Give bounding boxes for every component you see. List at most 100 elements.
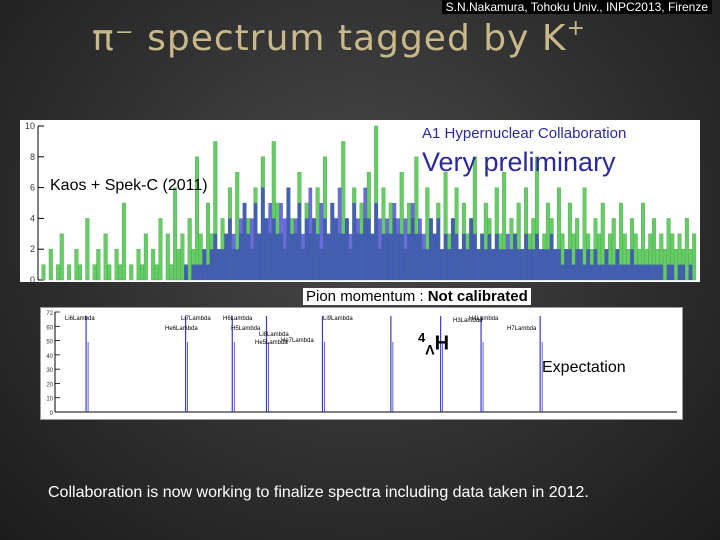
green-bar xyxy=(136,249,141,281)
h4-symbol: H xyxy=(434,332,450,355)
y-tick-label: 20 xyxy=(46,382,53,388)
blue-bar xyxy=(432,233,437,280)
y-tick-label: 2 xyxy=(30,244,35,254)
peak-label: Li6Lambda xyxy=(65,316,95,322)
blue-bar xyxy=(527,249,532,280)
measured-spectrum-chart: 10 8 6 4 2 0 xyxy=(20,120,700,285)
peak-label: Li8Lambda xyxy=(259,332,289,338)
blue-bar xyxy=(465,249,470,280)
blue-bar xyxy=(666,264,671,280)
blue-bar xyxy=(462,233,466,280)
blue-bar xyxy=(560,264,565,280)
collaboration-label: A1 Hypernuclear Collaboration xyxy=(422,125,627,142)
blue-bar xyxy=(440,249,444,280)
green-bar xyxy=(673,249,678,281)
blue-bar xyxy=(348,233,353,280)
blue-bar xyxy=(597,264,601,280)
blue-bar xyxy=(209,249,214,280)
h4-lambda: Λ xyxy=(425,341,435,358)
pion-prefix: Pion momentum : xyxy=(306,288,428,305)
green-bar xyxy=(118,264,123,281)
green-bar xyxy=(169,264,174,281)
blue-bar xyxy=(619,264,623,280)
blue-bar xyxy=(297,203,302,280)
peak-label: H5Lambda xyxy=(231,326,261,332)
y-tick-label: 30 xyxy=(46,368,53,374)
slide-title: π⁻ spectrum tagged by K+ xyxy=(92,16,586,59)
blue-bar xyxy=(494,233,499,280)
blue-bar xyxy=(611,264,616,280)
blue-bar xyxy=(564,249,569,280)
blue-bar xyxy=(312,218,316,280)
blue-bar xyxy=(228,218,232,280)
blue-bar xyxy=(330,203,335,280)
blue-bar xyxy=(425,249,430,280)
blue-bar xyxy=(524,233,528,280)
blue-bar xyxy=(356,218,360,280)
y-tick-label: 50 xyxy=(46,340,53,346)
blue-bar xyxy=(557,249,561,280)
blue-bar xyxy=(520,249,525,280)
blue-bar xyxy=(421,233,426,280)
blue-bar xyxy=(571,264,576,280)
blue-bar xyxy=(315,233,320,280)
peak-label: He7Lambda xyxy=(281,338,314,344)
blue-bar xyxy=(345,218,349,280)
blue-bar xyxy=(268,203,272,280)
blue-bar xyxy=(637,264,642,280)
blue-bar xyxy=(615,249,620,280)
blue-bar xyxy=(451,218,455,280)
peak-label: H4Lambda xyxy=(469,316,499,322)
green-bar xyxy=(92,264,97,281)
blue-bar xyxy=(480,233,484,280)
blue-bar xyxy=(491,249,495,280)
green-bar xyxy=(103,233,108,281)
blue-bar xyxy=(655,264,660,280)
blue-bar xyxy=(516,249,521,280)
blue-bar xyxy=(476,249,481,280)
blue-bar xyxy=(531,249,536,280)
blue-bar xyxy=(326,233,331,280)
blue-bar xyxy=(648,264,653,280)
blue-bar xyxy=(641,264,645,280)
blue-bar xyxy=(231,233,236,280)
blue-bar xyxy=(396,218,400,280)
blue-bar xyxy=(513,233,517,280)
blue-bar xyxy=(198,264,203,280)
blue-bar xyxy=(622,264,627,280)
blue-bar xyxy=(195,264,199,280)
blue-bar xyxy=(220,249,225,280)
blue-bar xyxy=(363,187,367,280)
expectation-panel: 72 60 50 40 30 20 10 0 Li6Lambda Li7Lambda H6Lamb… xyxy=(40,307,683,420)
y-tick-label: 10 xyxy=(46,397,53,403)
blue-bar xyxy=(553,249,558,280)
blue-bar xyxy=(403,218,408,280)
blue-bar xyxy=(429,218,433,280)
y-tick-label: 0 xyxy=(50,411,54,417)
y-tick-label: 10 xyxy=(25,121,35,131)
pi-symbol: π⁻ xyxy=(92,18,135,59)
blue-bar xyxy=(334,218,338,280)
blue-bar xyxy=(257,233,261,280)
blue-bar xyxy=(385,218,389,280)
peak-label: H3Lambda xyxy=(453,318,483,324)
green-bar xyxy=(74,249,79,281)
blue-bar xyxy=(239,218,243,280)
blue-bar xyxy=(600,264,605,280)
blue-bar xyxy=(542,249,547,280)
hypertriton-label: 4ΛH xyxy=(418,330,449,358)
y-tick-label: 4 xyxy=(30,213,35,223)
blue-bar xyxy=(604,249,609,280)
blue-bar xyxy=(535,233,539,280)
green-bar xyxy=(56,264,61,281)
green-bar xyxy=(154,264,159,281)
peak-label: He5Lambda xyxy=(255,340,288,346)
green-bar xyxy=(173,187,178,281)
blue-bar xyxy=(487,233,492,280)
blue-bar xyxy=(418,218,422,280)
blue-bar xyxy=(633,264,638,280)
title-superscript: + xyxy=(566,16,586,41)
h4-mass-number: 4 xyxy=(418,330,426,345)
blue-bar xyxy=(377,218,382,280)
blue-bar xyxy=(275,233,280,280)
